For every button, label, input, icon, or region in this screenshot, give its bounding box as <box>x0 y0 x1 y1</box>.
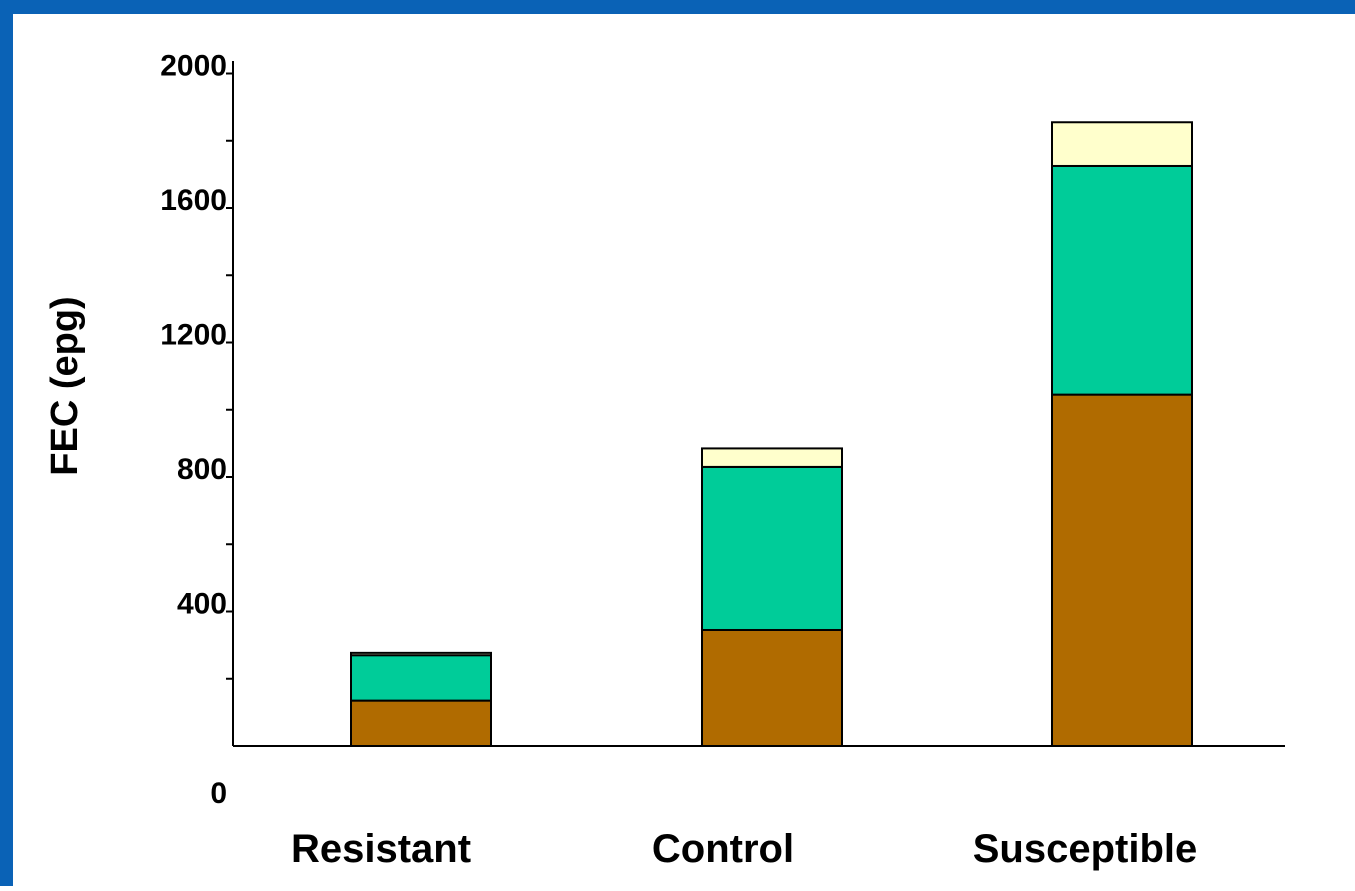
bars-layer <box>350 121 1193 748</box>
y-tick-label: 1200 <box>160 319 227 352</box>
y-tick-label: 2000 <box>160 50 227 83</box>
bar-segment <box>350 699 492 748</box>
bar-segment <box>350 651 492 657</box>
y-axis-title: FEC (epg) <box>44 296 86 475</box>
x-category-label: Control <box>652 827 794 871</box>
slide-panel: 0 400 800 1200 1600 2000 Resistant Control Susc… <box>13 5 1355 886</box>
y-ticks-layer: 0 400 800 1200 1600 2000 <box>160 5 233 810</box>
y-tick-label: 1600 <box>160 184 227 217</box>
bar-segment <box>701 447 843 468</box>
y-tick-label: 400 <box>177 588 227 621</box>
stacked-bar-chart: 0 400 800 1200 1600 2000 Resistant Control Susc… <box>44 5 1285 871</box>
y-tick-label: 0 <box>210 777 227 810</box>
bar-segment <box>1051 164 1193 396</box>
x-category-label: Resistant <box>291 827 471 871</box>
bar-segment <box>1051 121 1193 167</box>
bar-segment <box>701 628 843 748</box>
x-category-label: Susceptible <box>973 827 1198 871</box>
bar-segment <box>1051 393 1193 747</box>
bar-segment <box>701 465 843 631</box>
x-labels-layer: Resistant Control Susceptible <box>291 827 1197 871</box>
y-tick-label: 800 <box>177 453 227 486</box>
bar-segment <box>350 654 492 702</box>
